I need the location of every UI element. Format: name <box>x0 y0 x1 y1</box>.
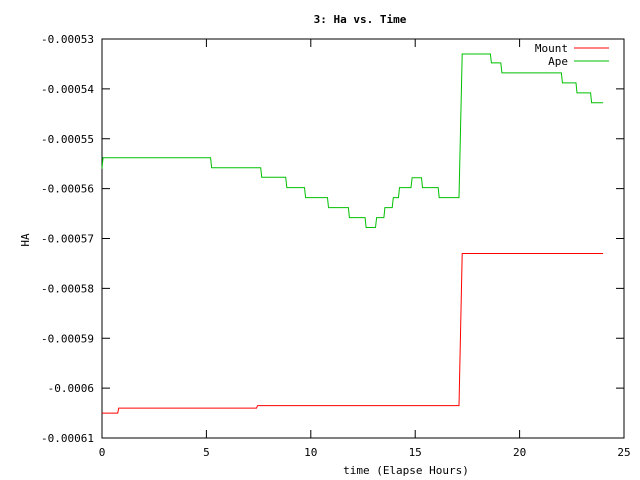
y-tick-label: -0.00058 <box>41 282 94 295</box>
y-tick-label: -0.0006 <box>48 382 94 395</box>
series-layer <box>101 53 604 414</box>
plot-frame <box>101 38 625 439</box>
y-tick-label: -0.00056 <box>41 183 94 196</box>
y-tick-label: -0.00054 <box>41 83 94 96</box>
x-tick-label: 20 <box>513 446 526 459</box>
series-line-mount <box>102 253 604 414</box>
chart-title: 3: Ha vs. Time <box>314 13 407 26</box>
y-tick-label: -0.00053 <box>41 33 94 46</box>
series-line-ape <box>101 53 604 228</box>
y-tick-label: -0.00059 <box>41 332 94 345</box>
legend-label-ape: Ape <box>548 55 568 68</box>
x-tick-label: 5 <box>203 446 210 459</box>
y-tick-label: -0.00057 <box>41 233 94 246</box>
legend-label-mount: Mount <box>535 42 568 55</box>
axis-ticks: -0.00053 -0.00054 -0.00055 -0.00056 -0.00057… <box>41 33 631 459</box>
y-axis-label: HA <box>19 233 32 247</box>
x-tick-label: 10 <box>304 446 317 459</box>
x-axis-label: time (Elapse Hours) <box>343 464 469 477</box>
x-tick-label: 15 <box>409 446 422 459</box>
y-tick-label: -0.00055 <box>41 133 94 146</box>
x-tick-label: 25 <box>617 446 630 459</box>
y-tick-label: -0.00061 <box>41 432 94 445</box>
x-tick-label: 0 <box>99 446 106 459</box>
